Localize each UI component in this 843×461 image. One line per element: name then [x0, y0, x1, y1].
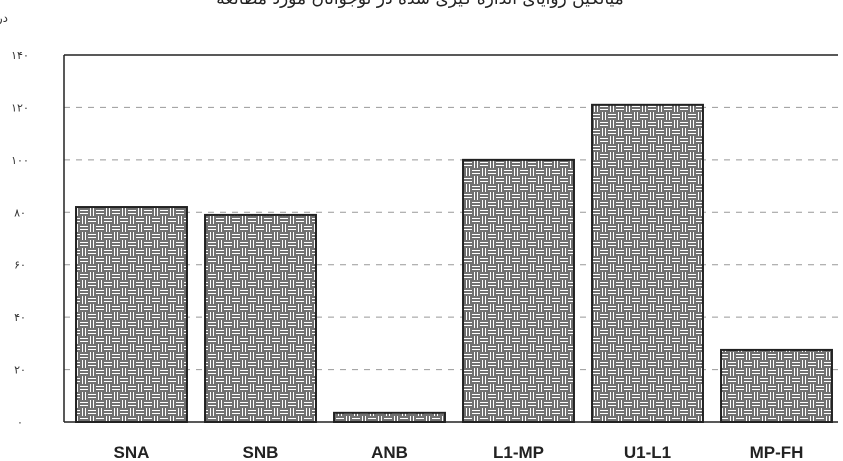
bar-anb	[333, 411, 446, 424]
bar-u1-l1	[591, 103, 704, 424]
y-tick-label: ۲۰	[14, 364, 26, 377]
y-tick-label: ۴۰	[14, 311, 26, 324]
y-tick-label: ۸۰	[14, 206, 26, 219]
x-tick-label: ANB	[371, 443, 408, 461]
bar-sna	[75, 206, 188, 423]
x-tick-label: SNB	[243, 443, 279, 461]
y-tick-label: ۱۲۰	[11, 101, 29, 114]
y-tick-label: ۰	[17, 416, 23, 429]
x-tick-label: L1-MP	[493, 443, 544, 461]
x-tick-label: MP-FH	[750, 443, 804, 461]
bar-snb	[204, 213, 317, 423]
y-axis-label: درجه	[0, 11, 8, 26]
chart-title: میانگین زوایای اندازه گیری شده در نوجوان…	[216, 0, 624, 9]
x-tick-label: SNA	[114, 443, 150, 461]
x-tick-label: U1-L1	[624, 443, 671, 461]
bar-l1-mp	[462, 158, 575, 423]
bar-mp-fh	[720, 348, 833, 423]
y-tick-label: ۶۰	[14, 259, 26, 272]
y-tick-label: ۱۴۰	[11, 49, 29, 62]
y-tick-label: ۱۰۰	[11, 154, 29, 167]
